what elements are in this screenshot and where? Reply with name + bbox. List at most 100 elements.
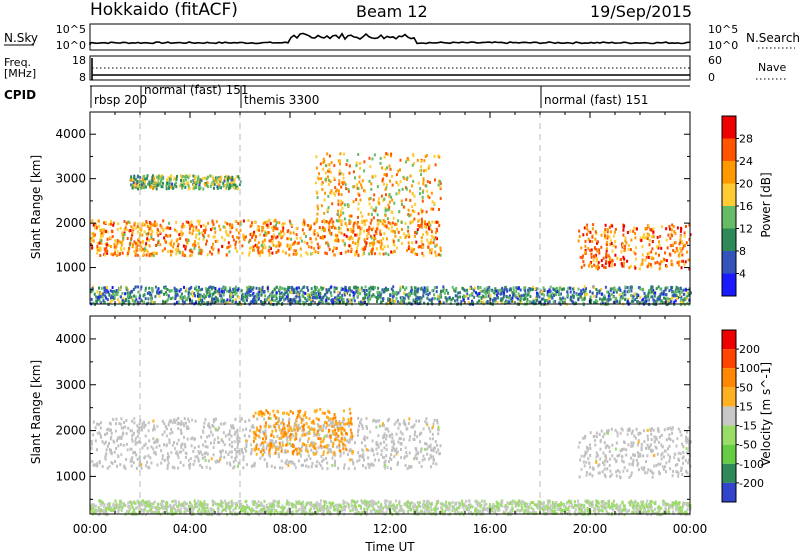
- echo-cell: [538, 300, 541, 304]
- echo-cell: [346, 228, 349, 232]
- echo-cell: [400, 442, 402, 446]
- echo-cell: [185, 289, 188, 293]
- echo-cell: [344, 285, 347, 289]
- echo-cell: [603, 230, 606, 234]
- echo-cell: [99, 254, 102, 257]
- echo-cell: [274, 226, 277, 230]
- echo-cell: [421, 243, 424, 247]
- echo-cell: [609, 294, 611, 298]
- echo-cell: [653, 294, 656, 298]
- echo-cell: [287, 299, 290, 303]
- echo-cell: [680, 249, 683, 253]
- echo-cell: [335, 246, 338, 250]
- echo-cell: [344, 183, 347, 187]
- echo-cell: [280, 447, 283, 451]
- echo-cell: [604, 228, 607, 231]
- echo-cell: [239, 220, 242, 224]
- echo-cell: [664, 297, 667, 301]
- echo-cell: [424, 442, 427, 445]
- echo-cell: [301, 445, 304, 449]
- echo-cell: [360, 226, 363, 230]
- freq-label-2: [MHz]: [4, 67, 36, 80]
- echo-cell: [170, 239, 173, 243]
- echo-cell: [101, 228, 104, 232]
- echo-cell: [320, 437, 323, 441]
- echo-cell: [259, 425, 262, 429]
- echo-cell: [133, 301, 136, 305]
- echo-cell: [133, 417, 136, 421]
- echo-cell: [173, 177, 176, 181]
- echo-cell: [685, 288, 688, 292]
- echo-cell: [361, 426, 364, 430]
- echo-cell: [680, 295, 683, 299]
- echo-cell: [335, 227, 338, 230]
- echo-cell: [315, 464, 318, 468]
- echo-cell: [230, 434, 233, 438]
- echo-cell: [179, 232, 182, 236]
- echo-cell: [158, 294, 161, 298]
- echo-cell: [426, 222, 429, 226]
- echo-cell: [171, 431, 174, 434]
- echo-cell: [645, 299, 648, 303]
- echo-cell: [149, 291, 152, 295]
- echo-cell: [132, 451, 135, 455]
- echo-cell: [214, 230, 217, 234]
- echo-cell: [390, 154, 392, 158]
- echo-cell: [668, 298, 671, 302]
- echo-cell: [300, 454, 302, 458]
- echo-cell: [463, 300, 466, 304]
- echo-cell: [632, 250, 635, 254]
- echo-cell: [437, 428, 440, 431]
- echo-cell: [203, 455, 206, 459]
- echo-cell: [328, 168, 331, 171]
- echo-cell: [216, 185, 219, 189]
- echo-cell: [347, 289, 350, 293]
- echo-cell: [300, 239, 303, 243]
- echo-cell: [354, 285, 357, 289]
- echo-cell: [600, 429, 603, 433]
- echo-cell: [326, 415, 328, 419]
- echo-cell: [358, 233, 361, 237]
- echo-cell: [430, 300, 433, 304]
- echo-cell: [520, 301, 523, 305]
- echo-cell: [308, 227, 311, 231]
- echo-cell: [236, 235, 239, 239]
- echo-cell: [156, 231, 159, 235]
- echo-cell: [177, 248, 180, 252]
- echo-cell: [422, 294, 425, 298]
- echo-cell: [179, 450, 181, 454]
- echo-cell: [593, 263, 596, 267]
- echo-cell: [301, 429, 304, 432]
- echo-cell: [337, 466, 340, 470]
- echo-cell: [175, 229, 178, 233]
- echo-cell: [291, 432, 294, 436]
- echo-cell: [315, 450, 318, 454]
- echo-cell: [435, 450, 438, 454]
- echo-cell: [169, 178, 172, 182]
- echo-cell: [400, 221, 403, 224]
- echo-cell: [206, 435, 209, 439]
- echo-cell: [624, 236, 627, 240]
- echo-cell: [644, 471, 647, 475]
- echo-cell: [209, 174, 212, 178]
- echo-cell: [114, 303, 116, 307]
- echo-cell: [592, 223, 595, 227]
- echo-cell: [477, 286, 480, 290]
- echo-cell: [649, 291, 652, 295]
- echo-cell: [204, 231, 206, 235]
- echo-cell: [305, 251, 308, 255]
- echo-cell: [132, 243, 134, 247]
- echo-cell: [268, 245, 271, 249]
- echo-cell: [428, 298, 431, 302]
- echo-cell: [308, 293, 310, 297]
- echo-cell: [385, 173, 388, 176]
- echo-cell: [163, 422, 166, 425]
- echo-cell: [206, 291, 209, 295]
- echo-cell: [296, 300, 298, 304]
- echo-cell: [135, 226, 138, 230]
- echo-cell: [306, 431, 309, 435]
- echo-cell: [420, 465, 423, 468]
- echo-cell: [170, 174, 173, 178]
- echo-cell: [209, 250, 211, 254]
